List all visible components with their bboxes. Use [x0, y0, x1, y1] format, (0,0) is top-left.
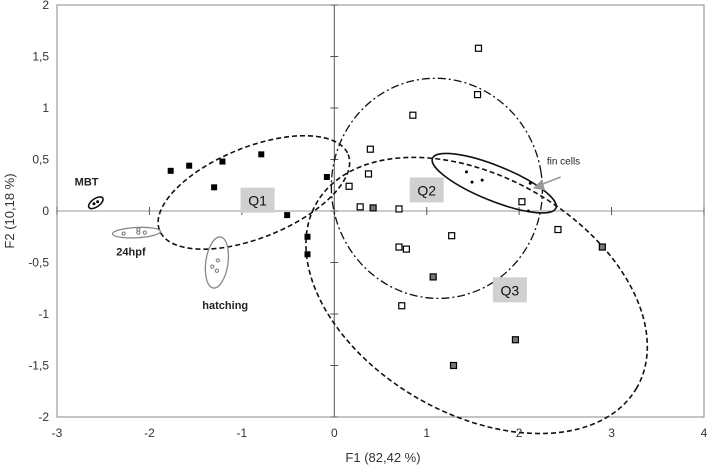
cluster-label: Q2 — [417, 182, 436, 198]
data-point — [214, 268, 220, 273]
y-tick-label: -2 — [38, 410, 49, 424]
y-tick-label: -1,5 — [28, 359, 49, 373]
data-point — [409, 111, 417, 119]
data-point — [448, 232, 456, 240]
data-point — [121, 231, 126, 236]
ellipse-mbt — [87, 196, 104, 210]
data-point — [464, 170, 468, 174]
data-point — [284, 212, 291, 219]
y-tick-label: 0 — [42, 204, 49, 218]
x-axis-label: F1 (82,42 %) — [345, 450, 420, 465]
data-point — [449, 361, 458, 370]
data-point — [526, 209, 530, 213]
x-tick-label: 4 — [701, 426, 708, 440]
cluster-label: Q3 — [501, 282, 520, 298]
data-point — [518, 198, 526, 206]
ellipse-q2 — [330, 77, 544, 300]
label-box — [409, 177, 444, 203]
cluster-label: Q1 — [248, 193, 267, 209]
x-tick-label: 0 — [331, 426, 338, 440]
data-point — [511, 336, 520, 344]
data-point — [211, 184, 218, 191]
data-point — [598, 243, 606, 251]
group-label: fin cells — [547, 157, 580, 168]
data-point — [395, 243, 403, 251]
data-point — [398, 302, 406, 310]
label-box — [240, 187, 275, 213]
data-point — [258, 151, 265, 158]
y-tick-label: 2 — [42, 0, 49, 12]
data-point — [304, 251, 311, 258]
data-point — [470, 180, 474, 184]
data-point — [219, 158, 226, 165]
data-point — [92, 202, 96, 206]
x-tick-label: 1 — [423, 426, 430, 440]
y-tick-label: 0,5 — [32, 153, 49, 167]
data-point — [356, 203, 364, 211]
data-point — [429, 273, 437, 281]
data-point — [136, 230, 141, 235]
data-point — [480, 178, 484, 182]
y-tick-label: 1,5 — [32, 50, 49, 64]
y-axis-label: F2 (10,18 %) — [2, 173, 17, 248]
label-box — [492, 277, 527, 303]
data-point — [304, 233, 311, 240]
data-point — [167, 167, 174, 174]
data-point — [369, 204, 377, 212]
data-point — [96, 200, 100, 204]
ellipse-24hpf — [111, 226, 162, 239]
group-label: MBT — [75, 176, 99, 188]
x-tick-label: 3 — [608, 426, 615, 440]
data-point — [402, 245, 410, 253]
data-point — [210, 264, 215, 269]
data-point — [364, 170, 373, 178]
x-tick-label: -2 — [144, 426, 155, 440]
x-tick-label: -3 — [52, 426, 63, 440]
data-point — [474, 44, 483, 52]
group-label: 24hpf — [116, 246, 146, 258]
data-point — [395, 205, 403, 213]
group-label: hatching — [202, 300, 248, 312]
data-point — [528, 181, 532, 185]
data-point — [366, 145, 374, 153]
ellipse-q3 — [305, 156, 649, 435]
data-point — [186, 162, 193, 169]
data-point — [345, 182, 353, 190]
data-point — [473, 91, 482, 99]
y-tick-label: 1 — [42, 101, 49, 115]
y-tick-label: -1 — [38, 307, 49, 321]
arrow-head-icon — [533, 179, 546, 191]
data-point — [142, 230, 147, 235]
data-point — [323, 174, 330, 181]
x-tick-label: -1 — [237, 426, 248, 440]
data-point — [215, 258, 220, 263]
ellipse-q1 — [157, 134, 351, 250]
ellipse-hatching — [204, 236, 230, 289]
ellipse-fin-cells — [431, 152, 558, 214]
data-point — [554, 225, 562, 234]
y-tick-label: -0,5 — [28, 256, 49, 270]
